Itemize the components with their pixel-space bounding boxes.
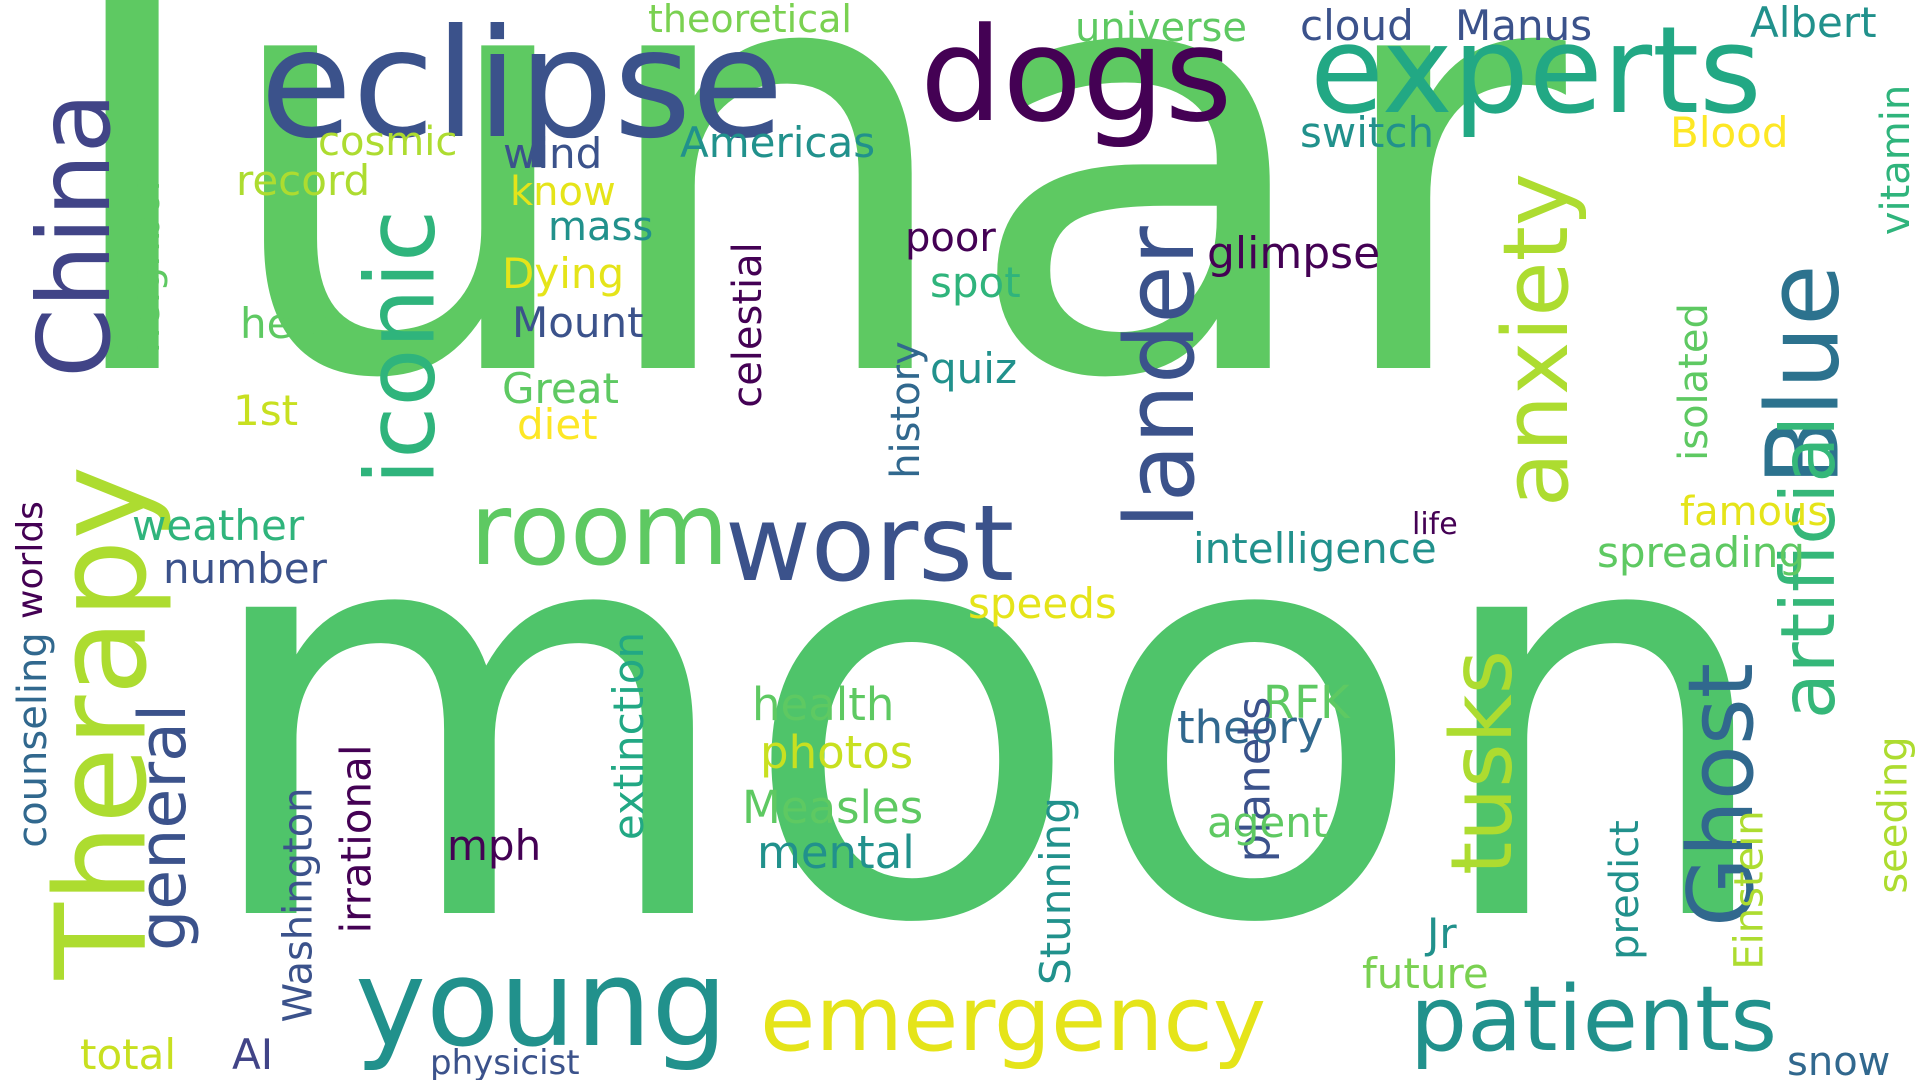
word-patients: patients	[1410, 967, 1778, 1072]
word-agent: agent	[1207, 798, 1329, 847]
word-experts: experts	[1310, 2, 1762, 141]
word-lander: lander	[1105, 226, 1216, 529]
word-rfk: RFK	[1263, 676, 1350, 729]
word-measles: Measles	[742, 781, 924, 834]
word-future: future	[1362, 949, 1489, 998]
word-ai: AI	[232, 1030, 274, 1079]
word-speeds: speeds	[968, 579, 1117, 628]
word-glimpse: glimpse	[1207, 228, 1381, 279]
word-intelligence: intelligence	[1193, 524, 1437, 573]
word-universe: universe	[1075, 5, 1247, 51]
word-cosmic: cosmic	[318, 119, 458, 165]
word-mass: mass	[548, 204, 654, 250]
word-neighbor: neighbor	[123, 174, 170, 354]
word-mount: Mount	[512, 298, 644, 347]
word-china: China	[15, 92, 133, 378]
word-seeding: seeding	[1870, 736, 1917, 894]
word-snow: snow	[1787, 1039, 1891, 1080]
word-wind: wind	[503, 129, 603, 178]
word-life: life	[1412, 507, 1458, 542]
word-famous: famous	[1680, 489, 1829, 535]
word-great: Great	[502, 364, 619, 413]
word-weather: weather	[132, 501, 305, 550]
word-help: help	[240, 299, 331, 348]
word-einstein: Einstein	[1726, 810, 1773, 970]
word-diet: diet	[517, 400, 598, 449]
word-counseling: counseling	[9, 632, 56, 848]
word-history: history	[882, 341, 929, 479]
word-photos: photos	[760, 726, 914, 779]
word-worlds: worlds	[9, 501, 51, 619]
word-physicist: physicist	[430, 1043, 580, 1080]
word-irrational: irrational	[331, 744, 381, 934]
word-americas: Americas	[680, 118, 876, 167]
word-number: number	[163, 544, 327, 593]
word-theory: theory	[1177, 701, 1324, 754]
word-stunning: Stunning	[1030, 797, 1080, 985]
word-theoretical: theoretical	[648, 0, 852, 41]
word-record: record	[236, 156, 371, 205]
word-young: young	[355, 935, 728, 1074]
word-know: know	[510, 169, 616, 215]
word-spot: spot	[930, 258, 1021, 307]
word-eclipse: eclipse	[260, 0, 784, 172]
word-worst: worst	[725, 483, 1015, 605]
word-blood: Blood	[1670, 108, 1789, 157]
word-moon: moon	[195, 394, 1781, 1046]
word-tusks: tusks	[1433, 650, 1532, 875]
word-iconic: iconic	[346, 209, 457, 486]
word-1st: 1st	[233, 386, 299, 435]
word-mental: mental	[757, 826, 915, 879]
word-quiz: quiz	[930, 344, 1017, 393]
word-anxiety: anxiety	[1484, 172, 1590, 508]
word-room: room	[470, 471, 729, 588]
word-dying: Dying	[502, 249, 625, 298]
word-dogs: dogs	[920, 0, 1233, 151]
word-isolated: isolated	[1670, 303, 1717, 461]
word-emergency: emergency	[760, 967, 1267, 1072]
word-jr: Jr	[1427, 909, 1457, 958]
word-cloud-term: cloud	[1300, 1, 1414, 50]
word-predict: predict	[1601, 820, 1648, 960]
word-general: general	[126, 703, 202, 952]
word-poor: poor	[905, 215, 996, 261]
word-vitamin: vitamin	[1873, 84, 1920, 236]
word-lunar: lunar	[50, 0, 1566, 508]
word-mph: mph	[447, 821, 542, 870]
word-washington: Washington	[275, 787, 322, 1023]
word-spreading: spreading	[1597, 528, 1806, 577]
word-health: health	[752, 678, 895, 731]
word-celestial: celestial	[724, 242, 771, 408]
word-switch: switch	[1300, 108, 1435, 157]
word-albert: Albert	[1750, 0, 1877, 47]
word-manus: Manus	[1455, 1, 1593, 50]
word-total: total	[80, 1030, 177, 1079]
word-extinction: extinction	[604, 631, 654, 841]
